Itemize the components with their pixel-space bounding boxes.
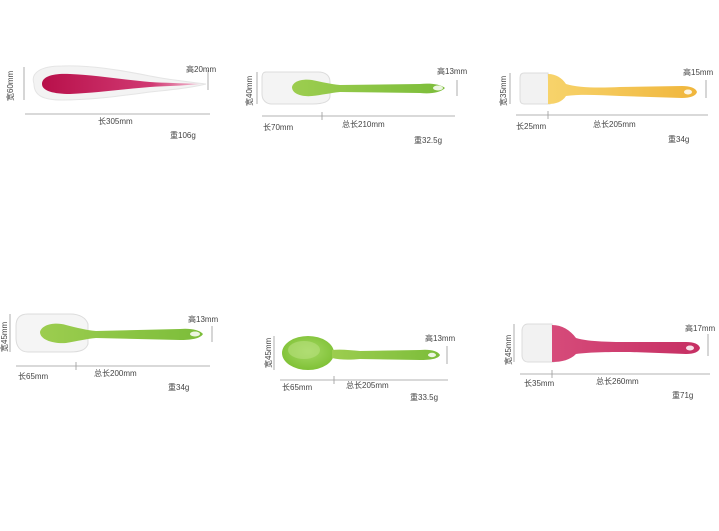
green-spatula-small-height-label: 高13mm [437, 66, 468, 76]
green-spatula-small-head-length-label: 长70mm [263, 122, 294, 132]
yellow-brush-head-length-label: 长25mm [516, 121, 547, 131]
green-spatula-small-total-length-label: 总长210mm [342, 119, 385, 129]
yellow-brush-weight-label: 重34g [668, 134, 689, 144]
product-yellow-brush: 宽35mm 高15mm 长25mm 总长205mm 重34g [498, 67, 714, 144]
green-spatula-large-weight-label: 重34g [168, 382, 189, 392]
yellow-brush-illustration [519, 72, 697, 105]
product-green-spatula-small: 宽40mm 高13mm 长70mm 总长210mm 重32.5g [244, 66, 468, 145]
green-spatula-small-weight-label: 重32.5g [414, 135, 442, 145]
product-green-spatula-large: 宽45mm 高13mm 长65mm 总长200mm 重34g [0, 313, 219, 392]
red-brush-weight-label: 重71g [672, 390, 693, 400]
product-green-spoon: 宽45mm 高13mm 长65mm 总长205mm 重33.5g [263, 333, 456, 402]
green-spoon-weight-label: 重33.5g [410, 392, 438, 402]
yellow-brush-width-label: 宽35mm [498, 75, 508, 106]
red-brush-head-length-label: 长35mm [524, 378, 555, 388]
product-red-brush: 宽45mm 高17mm 长35mm 总长260mm 重71g [503, 323, 716, 400]
green-spoon-head-length-label: 长65mm [282, 382, 313, 392]
product-red-spatula: 宽60mm 高20mm 长305mm 重106g [5, 64, 217, 140]
yellow-brush-height-label: 高15mm [683, 67, 714, 77]
green-spoon-height-label: 高13mm [425, 333, 456, 343]
green-spoon-total-length-label: 总长205mm [346, 380, 389, 390]
green-spatula-large-height-label: 高13mm [188, 314, 219, 324]
red-spatula-length-label: 长305mm [98, 116, 133, 126]
green-spatula-large-head-length-label: 长65mm [18, 371, 49, 381]
red-spatula-illustration [32, 65, 207, 101]
red-brush-total-length-label: 总长260mm [596, 376, 639, 386]
green-spatula-small-illustration [261, 71, 445, 105]
red-spatula-height-label: 高20mm [186, 64, 217, 74]
red-brush-illustration [521, 323, 700, 363]
red-spatula-weight-label: 重106g [170, 130, 196, 140]
red-spatula-width-label: 宽60mm [5, 70, 15, 101]
green-spoon-illustration [282, 336, 440, 370]
red-brush-width-label: 宽45mm [503, 334, 513, 365]
green-spatula-large-width-label: 宽45mm [0, 321, 9, 352]
yellow-brush-total-length-label: 总长205mm [593, 119, 636, 129]
green-spatula-large-total-length-label: 总长200mm [94, 368, 137, 378]
red-brush-height-label: 高17mm [685, 323, 716, 333]
green-spatula-large-illustration [15, 313, 203, 353]
green-spatula-small-width-label: 宽40mm [244, 75, 254, 106]
green-spoon-width-label: 宽45mm [263, 337, 273, 368]
